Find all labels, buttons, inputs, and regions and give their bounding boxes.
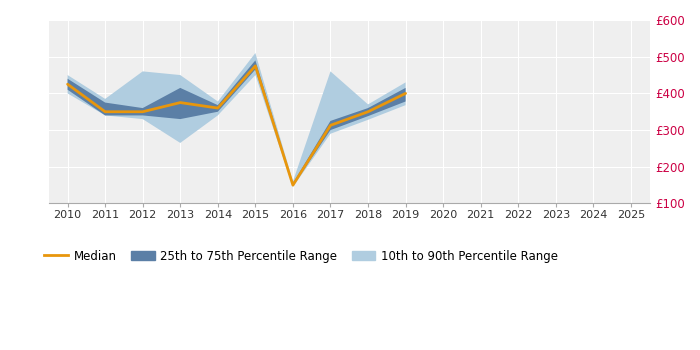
Legend: Median, 25th to 75th Percentile Range, 10th to 90th Percentile Range: Median, 25th to 75th Percentile Range, 1… bbox=[39, 245, 563, 267]
